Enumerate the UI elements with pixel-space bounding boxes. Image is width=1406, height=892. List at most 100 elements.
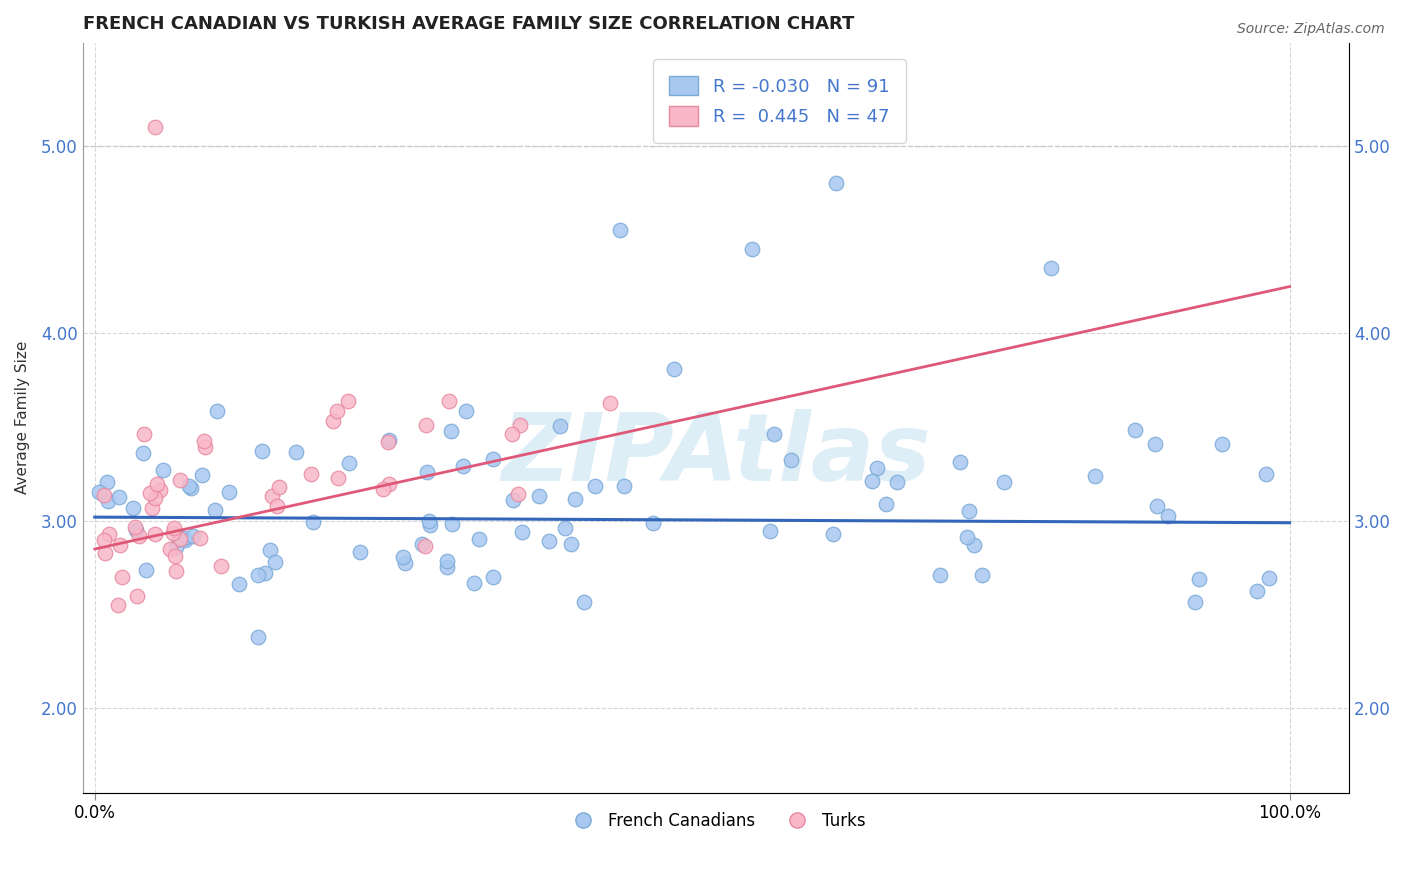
Point xyxy=(285,445,308,459)
Point xyxy=(139,486,162,500)
Point xyxy=(1211,437,1233,451)
Text: FRENCH CANADIAN VS TURKISH AVERAGE FAMILY SIZE CORRELATION CHART: FRENCH CANADIAN VS TURKISH AVERAGE FAMIL… xyxy=(83,15,855,33)
Text: ZIPAtlas: ZIPAtlas xyxy=(501,409,931,501)
Point xyxy=(322,414,344,428)
Point xyxy=(780,453,803,467)
Point xyxy=(228,577,250,591)
Point xyxy=(188,531,211,545)
Point xyxy=(162,526,184,541)
Point xyxy=(108,537,131,551)
Point xyxy=(173,531,195,545)
Point xyxy=(418,514,440,528)
Point xyxy=(246,568,269,582)
Point xyxy=(336,394,359,409)
Point xyxy=(97,494,120,508)
Point xyxy=(865,461,887,475)
Point xyxy=(111,570,134,584)
Point xyxy=(163,520,186,534)
Point xyxy=(1254,467,1277,481)
Point xyxy=(169,473,191,487)
Point xyxy=(204,502,226,516)
Point xyxy=(96,475,118,489)
Point xyxy=(860,475,883,489)
Point xyxy=(419,518,441,533)
Point xyxy=(548,419,571,434)
Point xyxy=(824,177,846,191)
Point xyxy=(326,404,349,418)
Point xyxy=(267,479,290,493)
Point xyxy=(135,563,157,577)
Point xyxy=(510,525,533,540)
Point xyxy=(1039,260,1062,275)
Point xyxy=(205,404,228,418)
Point xyxy=(377,434,399,449)
Point xyxy=(439,393,461,408)
Point xyxy=(326,471,349,485)
Point xyxy=(145,477,167,491)
Point xyxy=(349,545,371,559)
Point xyxy=(481,452,503,467)
Point xyxy=(191,467,214,482)
Point xyxy=(180,481,202,495)
Point xyxy=(173,533,195,548)
Point xyxy=(266,500,288,514)
Point xyxy=(1144,437,1167,451)
Point xyxy=(439,424,461,438)
Point xyxy=(169,532,191,546)
Point xyxy=(963,538,986,552)
Point xyxy=(181,529,204,543)
Point xyxy=(441,516,464,531)
Point xyxy=(463,576,485,591)
Point xyxy=(163,549,186,563)
Point xyxy=(1246,583,1268,598)
Point xyxy=(929,567,952,582)
Point xyxy=(152,463,174,477)
Point xyxy=(301,515,323,529)
Point xyxy=(560,536,582,550)
Point xyxy=(93,533,115,547)
Point xyxy=(949,455,972,469)
Point xyxy=(453,459,475,474)
Point xyxy=(537,534,560,549)
Point xyxy=(468,533,491,547)
Point xyxy=(124,520,146,534)
Point xyxy=(159,542,181,557)
Point xyxy=(529,489,551,503)
Point xyxy=(260,489,283,503)
Point xyxy=(1184,595,1206,609)
Point xyxy=(250,443,273,458)
Point xyxy=(141,500,163,515)
Point xyxy=(97,526,120,541)
Point xyxy=(572,595,595,609)
Point xyxy=(454,404,477,418)
Point xyxy=(259,543,281,558)
Point xyxy=(371,482,394,496)
Text: Source: ZipAtlas.com: Source: ZipAtlas.com xyxy=(1237,22,1385,37)
Point xyxy=(107,598,129,612)
Point xyxy=(502,493,524,508)
Point xyxy=(1146,500,1168,514)
Point xyxy=(436,553,458,567)
Point xyxy=(875,498,897,512)
Point xyxy=(392,550,415,565)
Point xyxy=(509,418,531,433)
Point xyxy=(127,589,149,603)
Point xyxy=(993,475,1015,490)
Point xyxy=(501,426,523,441)
Point xyxy=(194,440,217,454)
Point xyxy=(218,484,240,499)
Point xyxy=(263,555,285,569)
Point xyxy=(641,516,664,530)
Point xyxy=(583,479,606,493)
Point xyxy=(415,418,437,433)
Point xyxy=(165,540,187,554)
Legend: French Canadians, Turks: French Canadians, Turks xyxy=(560,805,872,837)
Point xyxy=(741,242,763,256)
Point xyxy=(89,484,111,499)
Point xyxy=(128,529,150,543)
Point xyxy=(662,362,685,376)
Point xyxy=(956,530,979,544)
Point xyxy=(416,465,439,479)
Point xyxy=(165,565,187,579)
Point xyxy=(125,523,148,537)
